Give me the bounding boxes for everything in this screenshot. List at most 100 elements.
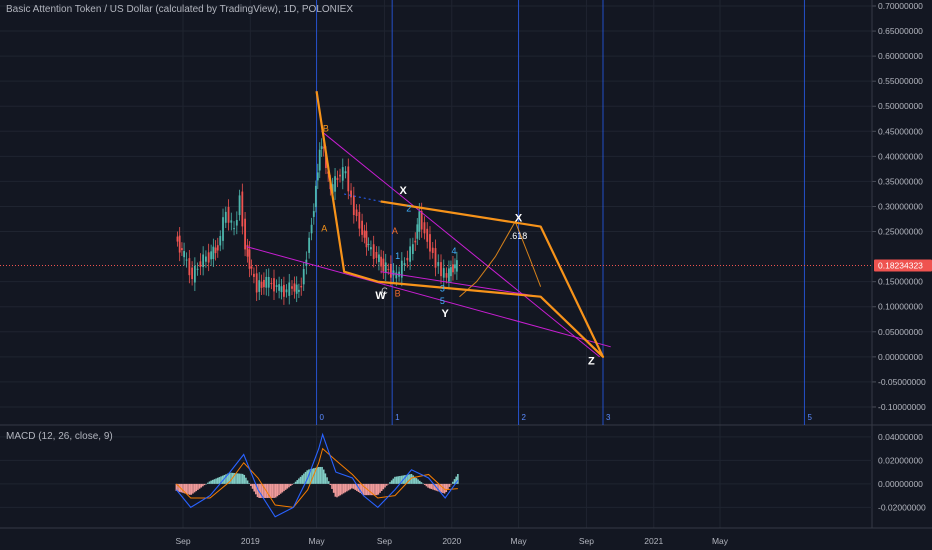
macd-histogram-bar (362, 483, 365, 496)
macd-histogram-bar (240, 473, 242, 484)
wxyxz-pattern-outline (315, 91, 605, 358)
macd-histogram-bar (447, 483, 449, 490)
price-candle-body (210, 251, 213, 260)
price-candle-body (382, 258, 385, 272)
macd-histogram-bar (412, 475, 414, 484)
wave-label: C (381, 286, 388, 296)
price-candle-body (418, 211, 421, 232)
price-candle-body (280, 286, 283, 293)
macd-histogram-bar (271, 483, 274, 498)
macd-histogram-bar (395, 476, 398, 484)
macd-histogram-bar (372, 483, 375, 496)
price-candle-body (363, 230, 366, 238)
price-candle-body (312, 211, 315, 217)
price-candle-body (339, 174, 341, 177)
price-candle-body (273, 278, 275, 292)
macd-histogram-bar (437, 483, 439, 492)
price-candle-body (238, 195, 241, 216)
macd-histogram-bar (433, 483, 436, 491)
macd-histogram-bar (448, 483, 451, 487)
macd-histogram-bar (220, 476, 222, 484)
y-tick-label: 0.65000000 (878, 26, 923, 36)
price-candle-body (188, 258, 191, 276)
macd-histogram-bar (407, 474, 409, 484)
macd-histogram-bar (301, 475, 304, 484)
wave-label: X (515, 213, 523, 225)
macd-histogram-bar (228, 472, 231, 484)
x-tick-label: May (309, 536, 326, 546)
price-candle-body (367, 243, 370, 245)
macd-histogram-bar (233, 473, 236, 484)
macd-histogram-bar (440, 483, 443, 493)
macd-histogram-bar (336, 483, 338, 498)
macd-histogram-bar (226, 473, 229, 484)
macd-histogram-bar (377, 483, 380, 495)
wave-label: B (323, 123, 329, 133)
macd-histogram-bar (238, 473, 241, 484)
macd-histogram-bar (215, 478, 217, 484)
macd-histogram-bar (427, 483, 429, 488)
price-candle-body (434, 248, 437, 268)
price-candle-body (347, 166, 350, 192)
macd-histogram-bar (286, 483, 289, 489)
macd-histogram-bar (195, 483, 198, 492)
macd-histogram-bar (327, 481, 330, 484)
macd-y-tick-label: 0.00000000 (878, 479, 923, 489)
macd-histogram-bar (453, 479, 456, 484)
y-tick-label: -0.05000000 (878, 377, 926, 387)
wave-label: 2 (406, 204, 411, 214)
macd-histogram-bar (457, 474, 459, 484)
price-candle-body (207, 252, 210, 263)
macd-histogram-bar (389, 482, 391, 484)
price-candle-body (387, 268, 390, 270)
macd-histogram-bar (349, 483, 352, 490)
price-candle-body (380, 256, 383, 267)
macd-title: MACD (12, 26, close, 9) (6, 431, 113, 442)
macd-histogram-bar (178, 483, 181, 492)
macd-histogram-bar (400, 475, 403, 484)
price-candle-body (431, 247, 434, 253)
macd-histogram-bar (420, 482, 423, 484)
price-candle-body (244, 218, 246, 250)
price-candle-body (344, 171, 347, 174)
macd-histogram-bar (352, 483, 355, 489)
macd-histogram-bar (364, 483, 366, 496)
macd-histogram-bar (380, 483, 383, 492)
price-candle-body (336, 177, 339, 181)
macd-y-tick-label: 0.02000000 (878, 455, 923, 465)
price-candle-body (331, 184, 334, 194)
price-candle-body (361, 220, 363, 235)
macd-histogram-bar (397, 476, 400, 484)
macd-histogram-bar (405, 474, 408, 484)
macd-histogram-bar (430, 483, 433, 490)
price-candle-body (426, 228, 429, 242)
y-tick-label: 0.40000000 (878, 151, 923, 161)
macd-histogram-bar (291, 483, 294, 485)
price-candle-body (334, 176, 336, 192)
price-candle-body (214, 247, 217, 254)
projection-curve (459, 220, 542, 298)
price-candle-body (350, 190, 352, 198)
macd-histogram-bar (193, 483, 196, 493)
macd-histogram-bar (361, 483, 363, 495)
chart-title: Basic Attention Token / US Dollar (calcu… (6, 4, 354, 15)
macd-histogram-bar (241, 473, 244, 484)
price-candle-body (265, 276, 268, 288)
price-candle-body (400, 260, 403, 278)
y-tick-label: 0.50000000 (878, 101, 923, 111)
wave-label: 5 (440, 296, 445, 306)
macd-histogram-bar (197, 483, 199, 490)
price-candle-body (275, 285, 278, 287)
macd-histogram-bar (413, 476, 416, 484)
price-candle-body (389, 263, 392, 278)
x-tick-label: Sep (377, 536, 392, 546)
macd-histogram-bar (415, 478, 418, 484)
price-candle-body (384, 262, 387, 273)
macd-histogram-bar (192, 483, 194, 494)
x-tick-label: Sep (175, 536, 190, 546)
macd-histogram-bar (216, 477, 219, 484)
macd-histogram-bar (261, 483, 264, 498)
price-candle-body (375, 251, 378, 258)
price-candle-body (278, 284, 281, 291)
